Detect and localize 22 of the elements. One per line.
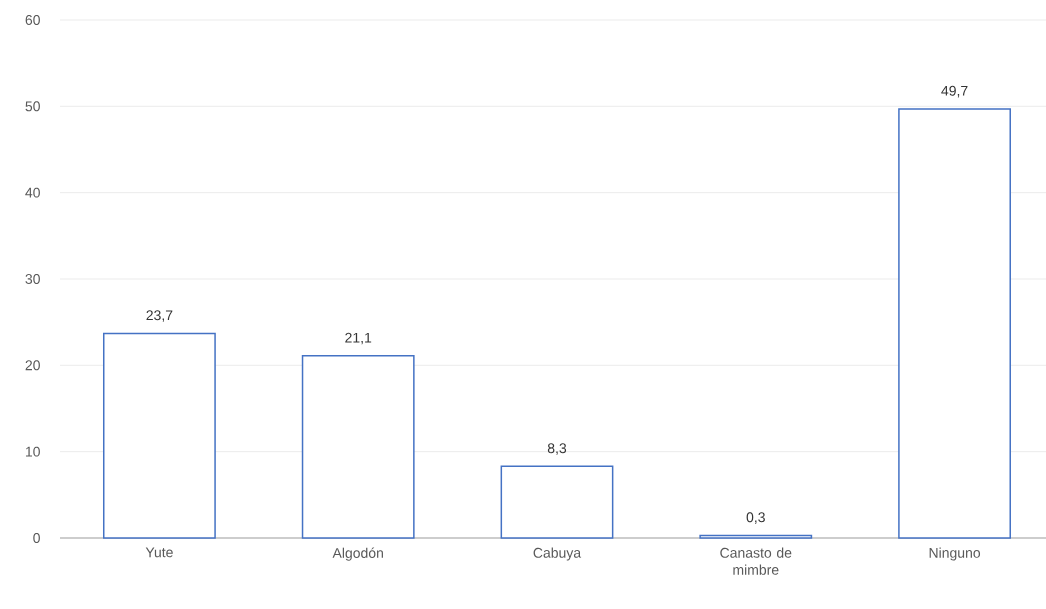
y-tick-label: 10 xyxy=(25,446,40,457)
y-tick-label: 0 xyxy=(33,533,40,543)
y-tick-label: 50 xyxy=(25,101,40,112)
data-label: 23,7 xyxy=(146,310,173,322)
data-label: 8,3 xyxy=(547,443,567,455)
x-tick-label: Algodón xyxy=(332,547,383,561)
bar xyxy=(301,355,415,539)
bar xyxy=(898,108,1011,539)
data-label: 49,7 xyxy=(941,85,968,98)
bar xyxy=(699,534,813,539)
y-tick-label: 40 xyxy=(25,187,40,198)
data-label: 0,3 xyxy=(746,512,765,524)
bar xyxy=(102,332,216,539)
x-tick-label: Ninguno xyxy=(929,547,981,561)
y-tick-label: 60 xyxy=(25,15,40,25)
bar xyxy=(500,465,614,539)
x-tick-label: Cabuya xyxy=(533,547,582,561)
x-tick-label: Yute xyxy=(145,547,173,558)
y-tick-label: 20 xyxy=(25,360,40,371)
y-tick-label: 30 xyxy=(25,274,40,284)
x-tick-label: Canasto de mimbre xyxy=(720,547,792,575)
data-label: 21,1 xyxy=(345,332,372,345)
